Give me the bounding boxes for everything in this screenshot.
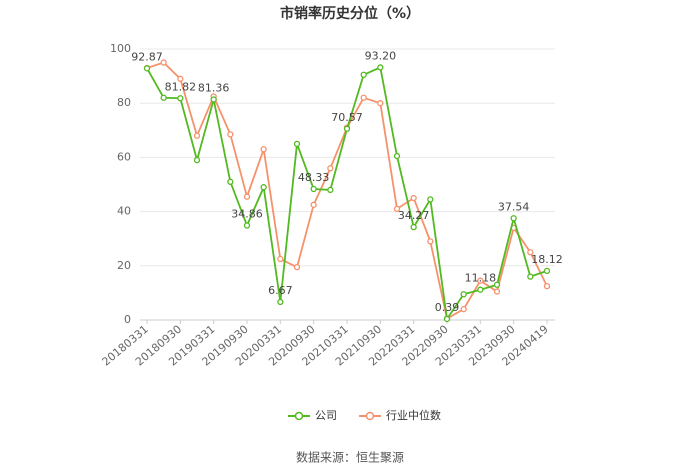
- point: [310, 185, 317, 193]
- point: [543, 267, 551, 275]
- point: [177, 95, 184, 102]
- point: [393, 152, 401, 160]
- point: [527, 249, 534, 256]
- data-label: 34.86: [231, 208, 263, 221]
- y-tick-label: 60: [117, 150, 131, 163]
- point: [260, 184, 267, 191]
- y-tick-label: 20: [117, 259, 131, 272]
- point: [377, 100, 384, 107]
- data-label: 92.87: [131, 50, 163, 63]
- legend-label: 行业中位数: [386, 408, 441, 422]
- data-label: 37.54: [498, 200, 530, 213]
- point: [177, 75, 184, 82]
- point: [493, 288, 501, 295]
- point: [477, 277, 484, 284]
- point: [427, 196, 434, 203]
- point: [227, 178, 234, 185]
- point: [460, 291, 467, 298]
- point: [510, 215, 517, 222]
- y-tick-label: 80: [117, 96, 131, 109]
- data-label: 93.20: [365, 49, 397, 62]
- data-label: 11.18: [465, 272, 497, 285]
- point: [343, 125, 351, 132]
- data-label: 18.12: [531, 253, 563, 266]
- point: [427, 238, 434, 245]
- y-tick-label: 0: [124, 313, 131, 326]
- point: [160, 59, 167, 66]
- point: [327, 186, 334, 194]
- data-label: 0.39: [435, 301, 460, 314]
- point: [477, 286, 484, 293]
- data-label: 81.82: [165, 80, 197, 93]
- legend-marker: [365, 411, 375, 421]
- legend-marker: [294, 411, 304, 421]
- point: [443, 315, 451, 323]
- point: [543, 282, 551, 290]
- point: [193, 156, 201, 164]
- point: [410, 194, 417, 202]
- point: [293, 140, 301, 148]
- data-label: 70.57: [331, 111, 363, 124]
- chart-title: 市销率历史分位（%）: [280, 5, 420, 22]
- point: [227, 131, 234, 138]
- point: [277, 255, 284, 263]
- point: [360, 94, 367, 101]
- point: [410, 223, 417, 231]
- point: [160, 94, 167, 101]
- data-label: 34.27: [398, 209, 430, 222]
- y-tick-label: 40: [117, 205, 131, 218]
- point: [193, 132, 201, 139]
- point: [277, 298, 284, 306]
- data-label: 6.67: [268, 284, 293, 297]
- point: [527, 273, 534, 280]
- point: [293, 264, 301, 271]
- point: [143, 65, 151, 72]
- point: [310, 201, 317, 208]
- point: [243, 222, 251, 229]
- point: [243, 193, 251, 200]
- data-label: 81.36: [198, 82, 230, 95]
- point: [393, 205, 401, 213]
- point: [327, 165, 334, 172]
- point: [360, 71, 367, 78]
- source: 数据来源：恒生聚源: [296, 450, 404, 465]
- point: [493, 281, 501, 288]
- point: [260, 146, 267, 153]
- y-tick-label: 100: [110, 42, 131, 55]
- point: [210, 96, 217, 103]
- data-label: 48.33: [298, 171, 330, 184]
- legend-label: 公司: [315, 409, 337, 422]
- point: [460, 306, 467, 313]
- point: [377, 64, 384, 71]
